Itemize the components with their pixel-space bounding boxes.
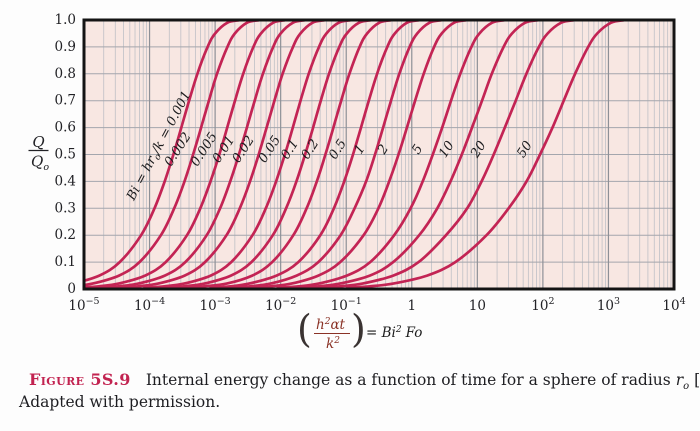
x-tick-10−5: 10−5 — [68, 296, 99, 314]
curve-bi-0.1 — [162, 18, 372, 290]
svg-text:Qo: Qo — [31, 153, 49, 174]
curve-bi-0.01 — [97, 18, 306, 290]
energy-change-chart: 00.10.20.30.40.50.60.70.80.91.010−5 10−4 1… — [28, 12, 686, 352]
y-tick-0.6: 0.6 — [55, 120, 76, 136]
svg-text:(: ( — [297, 307, 312, 351]
y-tick-0.3: 0.3 — [55, 200, 76, 216]
y-tick-labels: 0 0.1 0.2 0.3 0.4 0.5 0.6 0.7 0.8 0.9 1.0 — [55, 12, 76, 297]
y-tick-0.2: 0.2 — [55, 227, 76, 243]
curve-bi-5 — [276, 18, 506, 290]
curve-bi-0.002 — [84, 18, 260, 287]
radius-symbol: r — [675, 371, 684, 389]
y-tick-1.0: 1.0 — [55, 12, 76, 28]
svg-text:k2: k2 — [326, 336, 340, 352]
curve-bi-20 — [317, 18, 575, 290]
svg-text:): ) — [351, 307, 366, 351]
curves — [84, 18, 625, 290]
y-tick-0: 0 — [67, 281, 76, 297]
curve-bi-10 — [297, 18, 539, 290]
y-tick-0.1: 0.1 — [55, 254, 76, 270]
x-tick-10−1: 10−1 — [331, 296, 362, 314]
svg-text:Q: Q — [32, 133, 44, 151]
figure-caption-line-2: Adapted with permission. — [19, 393, 221, 411]
curve-bi-0.02 — [116, 18, 326, 290]
x-tick-102: 102 — [531, 296, 554, 314]
radius-subscript: o — [683, 381, 690, 393]
x-tick-10−3: 10−3 — [200, 296, 231, 314]
curve-bi-2 — [248, 18, 468, 290]
curve-bi-0.005 — [84, 18, 286, 289]
y-tick-0.4: 0.4 — [55, 173, 76, 189]
x-tick-labels: 10−5 10−4 10−3 10−2 10−1 1 10 102 103 104 — [68, 296, 685, 314]
x-tick-104: 104 — [662, 296, 685, 314]
svg-text:h2αt: h2αt — [316, 317, 346, 333]
y-tick-0.5: 0.5 — [55, 147, 76, 163]
plot-border — [82, 18, 676, 291]
x-tick-1: 1 — [407, 298, 416, 314]
x-axis-formula: (h2αt k2) = Bi2 Fo — [297, 307, 422, 352]
caption-figure-label: Figure 5S.9 — [29, 370, 131, 389]
y-axis-title: Q Qo — [28, 133, 49, 174]
curve-bi-1 — [228, 18, 443, 290]
x-tick-10−2: 10−2 — [265, 296, 296, 314]
y-tick-0.8: 0.8 — [55, 66, 76, 82]
curve-bi-0.2 — [183, 18, 393, 290]
caption-text: Internal energy change as a function of … — [145, 371, 700, 393]
x-tick-10−4: 10−4 — [134, 296, 165, 314]
y-tick-0.9: 0.9 — [55, 39, 76, 55]
x-tick-10: 10 — [469, 298, 486, 314]
y-tick-0.7: 0.7 — [55, 93, 76, 109]
x-tick-103: 103 — [597, 296, 620, 314]
curve-bi-0.001 — [84, 18, 241, 283]
curve-bi-50 — [345, 18, 625, 290]
figure-caption-line-1: Figure 5S.9 Internal energy change as a f… — [29, 370, 700, 392]
curve-bi-0.05 — [143, 18, 352, 290]
curve-bi-0.5 — [209, 18, 420, 290]
